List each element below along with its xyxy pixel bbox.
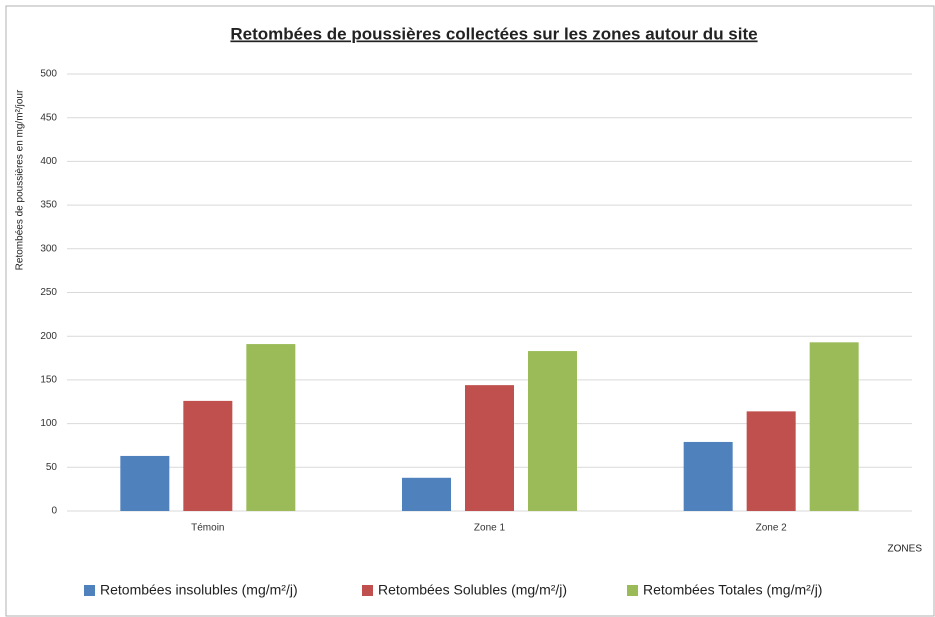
- legend-label: Retombées Totales (mg/m²/j): [643, 582, 822, 598]
- y-tick-label: 100: [40, 418, 57, 429]
- y-tick-label: 150: [40, 375, 57, 386]
- y-tick-label: 400: [40, 156, 57, 167]
- y-tick-label: 200: [40, 331, 57, 342]
- legend-swatch: [627, 585, 638, 596]
- bar: [528, 351, 577, 511]
- legend-swatch: [362, 585, 373, 596]
- bar: [683, 441, 733, 511]
- chart-title: Retombées de poussières collectées sur l…: [230, 24, 757, 43]
- bar: [402, 477, 451, 511]
- y-tick-label: 350: [40, 200, 57, 211]
- legend-swatch: [84, 585, 95, 596]
- y-tick-label: 500: [40, 69, 57, 80]
- y-tick-label: 50: [46, 462, 58, 473]
- x-axis-label: ZONES: [888, 544, 923, 555]
- bar: [746, 411, 796, 511]
- bar: [120, 455, 170, 511]
- bar: [465, 385, 514, 511]
- y-axis-label: Retombées de poussières en mg/m²/jour: [15, 89, 26, 270]
- legend-label: Retombées Solubles (mg/m²/j): [378, 582, 567, 598]
- x-tick-label: Zone 1: [474, 523, 506, 534]
- y-tick-label: 450: [40, 112, 57, 123]
- x-tick-label: Témoin: [191, 523, 224, 534]
- bar: [809, 342, 859, 511]
- y-tick-label: 250: [40, 287, 57, 298]
- chart-border: [5, 5, 935, 617]
- bar: [183, 400, 233, 511]
- legend-label: Retombées insolubles (mg/m²/j): [100, 582, 298, 598]
- y-tick-label: 300: [40, 243, 57, 254]
- x-tick-label: Zone 2: [756, 523, 788, 534]
- bar: [246, 344, 296, 511]
- y-tick-label: 0: [51, 506, 57, 517]
